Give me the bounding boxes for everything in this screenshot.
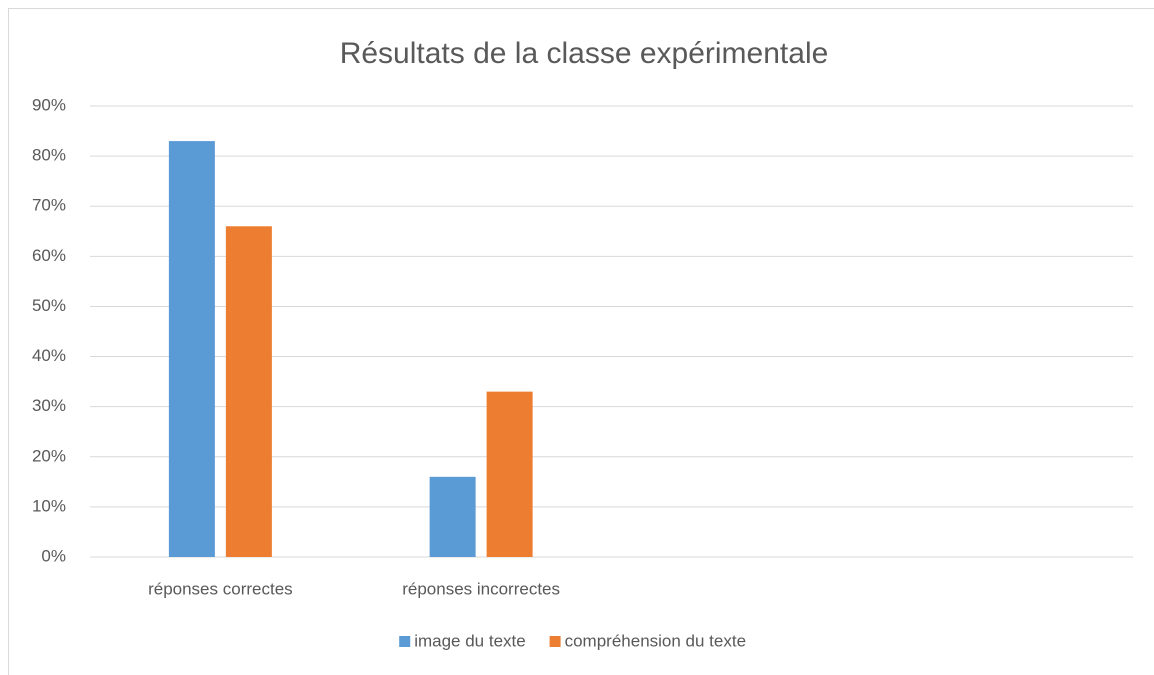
- y-tick-label: 70%: [32, 196, 66, 215]
- legend-swatch: [549, 636, 561, 647]
- y-tick-label: 30%: [32, 396, 66, 415]
- y-tick-label: 10%: [32, 496, 66, 515]
- bar: [168, 141, 215, 558]
- y-tick-label: 80%: [32, 146, 66, 165]
- bar: [225, 226, 272, 557]
- legend-label: image du texte: [414, 631, 526, 650]
- y-tick-label: 40%: [32, 346, 66, 365]
- y-tick-label: 20%: [32, 446, 66, 465]
- bar: [486, 391, 533, 557]
- legend-swatch: [399, 636, 411, 647]
- y-tick-label: 90%: [32, 95, 66, 114]
- legend-label: compréhension du texte: [565, 631, 746, 650]
- y-tick-label: 50%: [32, 296, 66, 315]
- bar: [429, 476, 476, 557]
- x-tick-label: réponses incorrectes: [402, 579, 560, 598]
- chart-title: Résultats de la classe expérimentale: [340, 37, 829, 70]
- y-tick-label: 60%: [32, 246, 66, 265]
- x-tick-label: réponses correctes: [148, 579, 293, 598]
- y-tick-label: 0%: [41, 546, 66, 565]
